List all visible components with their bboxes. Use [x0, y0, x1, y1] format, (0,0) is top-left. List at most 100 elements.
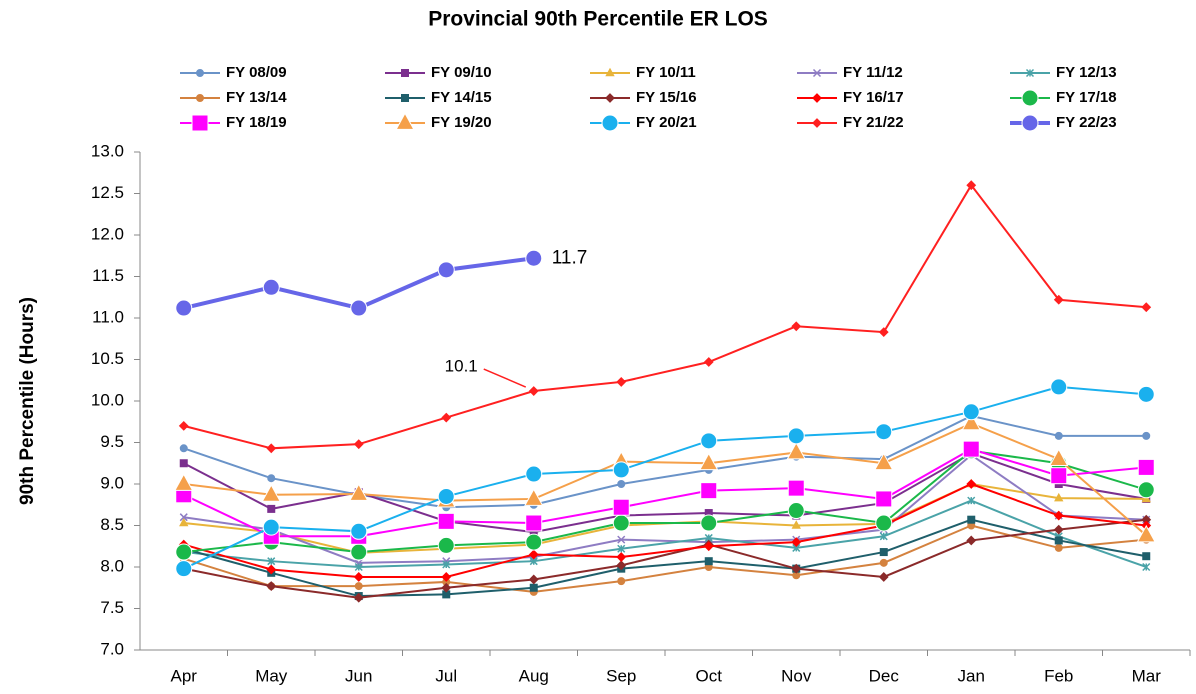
series-line — [183, 385, 1147, 570]
marker — [350, 299, 368, 317]
series-line — [183, 414, 1147, 509]
marker — [1137, 458, 1155, 476]
marker — [350, 543, 368, 561]
marker — [441, 582, 452, 593]
x-tick-label: Apr — [171, 666, 198, 685]
marker — [1136, 524, 1156, 543]
marker — [616, 377, 627, 387]
legend-label: FY 11/12 — [843, 64, 903, 81]
marker — [786, 441, 806, 460]
legend-label: FY 22/23 — [1056, 114, 1117, 131]
label-leader — [483, 368, 527, 388]
marker — [353, 592, 364, 603]
marker — [704, 557, 713, 566]
legend-label: FY 08/09 — [226, 64, 287, 81]
marker — [787, 479, 805, 497]
y-tick-label: 7.0 — [100, 639, 124, 658]
marker — [196, 94, 204, 102]
marker — [529, 583, 538, 592]
marker — [617, 577, 626, 586]
marker — [262, 518, 280, 536]
marker — [267, 557, 276, 566]
marker — [616, 560, 627, 571]
y-tick-label: 11.5 — [92, 266, 124, 285]
marker — [437, 261, 455, 279]
marker — [1021, 114, 1039, 132]
marker — [967, 515, 976, 524]
series-line — [183, 453, 1147, 564]
marker — [1137, 385, 1155, 403]
data-label: 10.1 — [445, 357, 478, 376]
series-line — [183, 422, 1147, 537]
y-tick-label: 10.0 — [91, 390, 124, 409]
marker — [174, 473, 194, 491]
marker — [703, 357, 714, 367]
marker — [700, 482, 718, 500]
marker — [437, 487, 455, 505]
series-line — [183, 448, 1147, 538]
y-tick-label: 7.5 — [100, 598, 124, 617]
marker — [1142, 562, 1151, 572]
marker — [1053, 294, 1064, 305]
marker — [966, 479, 977, 489]
marker — [1053, 524, 1064, 535]
marker — [700, 514, 718, 532]
marker — [617, 544, 626, 553]
legend-label: FY 20/21 — [636, 114, 697, 131]
marker — [349, 483, 369, 501]
x-tick-label: Jun — [345, 666, 372, 685]
marker — [605, 93, 615, 103]
marker — [524, 488, 544, 506]
marker — [601, 114, 619, 132]
marker — [437, 512, 455, 530]
marker — [267, 504, 276, 513]
marker — [175, 560, 193, 578]
marker — [787, 427, 805, 445]
x-tick-label: May — [255, 666, 288, 685]
marker — [812, 93, 822, 103]
y-tick-label: 8.0 — [100, 556, 124, 575]
marker — [879, 548, 888, 557]
x-tick-label: Jul — [435, 666, 457, 685]
marker — [354, 582, 363, 591]
marker — [1054, 431, 1063, 440]
marker — [353, 439, 364, 450]
series-line — [183, 452, 1147, 534]
marker — [700, 432, 718, 450]
x-tick-label: Sep — [606, 666, 636, 685]
marker — [179, 513, 188, 522]
marker — [1021, 89, 1039, 107]
x-tick-label: Jan — [958, 666, 985, 685]
marker — [528, 549, 539, 560]
data-label: 11.7 — [552, 247, 588, 268]
marker — [196, 69, 204, 77]
marker — [525, 514, 543, 532]
marker — [1137, 481, 1155, 499]
marker — [401, 94, 409, 102]
legend-label: FY 14/15 — [431, 89, 492, 106]
marker — [441, 572, 452, 582]
marker — [528, 386, 539, 396]
marker — [612, 498, 630, 516]
series-line — [183, 482, 1147, 578]
marker — [612, 461, 630, 479]
series-line — [183, 524, 1147, 593]
series-line — [183, 518, 1147, 598]
x-tick-label: Feb — [1044, 666, 1073, 685]
marker — [1141, 302, 1152, 313]
marker — [605, 67, 615, 77]
marker — [528, 574, 539, 585]
marker — [1025, 68, 1035, 78]
legend-label: FY 15/16 — [636, 89, 697, 106]
marker — [179, 517, 189, 527]
marker — [178, 420, 189, 431]
legend-label: FY 18/19 — [226, 114, 287, 131]
marker — [1054, 543, 1063, 552]
y-tick-label: 8.5 — [100, 515, 124, 534]
marker — [699, 452, 719, 471]
y-axis-label: 90th Percentile (Hours) — [17, 297, 38, 505]
marker — [1142, 431, 1151, 440]
marker — [525, 249, 543, 267]
x-tick-label: Dec — [869, 666, 900, 685]
marker — [791, 321, 802, 332]
